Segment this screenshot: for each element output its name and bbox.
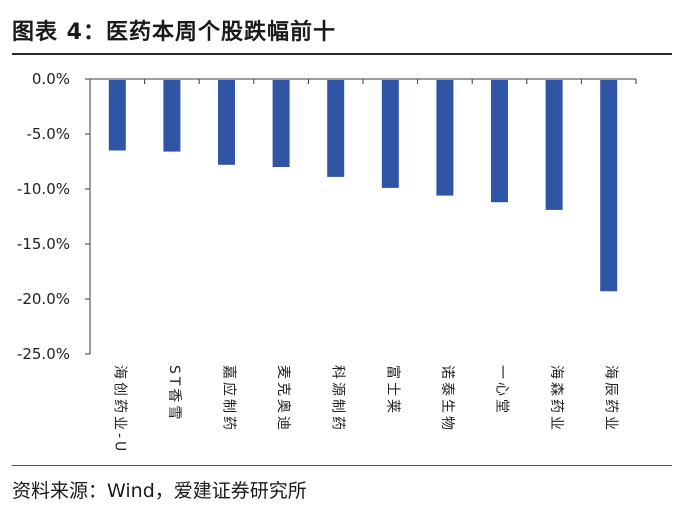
bar-9	[545, 80, 563, 210]
y-tick-label: -10.0%	[17, 180, 70, 198]
x-axis-labels: 海创药业-U ST香雪 嘉应制药 麦克奥迪 科源制药 富士莱 诺泰生物 一心堂 海森药业 海辰药业	[111, 365, 618, 454]
x-tick-label: 麦克奥迪	[275, 365, 292, 433]
bar-4	[272, 80, 290, 167]
source-note: 资料来源：Wind，爱建证券研究所	[12, 480, 307, 502]
y-tick-label: 0.0%	[32, 70, 70, 88]
x-tick-label: 海森药业	[548, 365, 564, 433]
x-tick-label: 诺泰生物	[439, 365, 455, 433]
title-divider	[12, 53, 672, 55]
bar-chart: 0.0% -5.0% -10.0% -15.0% -20.0% -25.0% 海创药业-U…	[17, 70, 637, 454]
chart-axes	[85, 78, 637, 355]
bar-5	[327, 80, 345, 177]
x-tick-label: 海辰药业	[603, 365, 619, 433]
y-tick-label: -25.0%	[17, 345, 70, 363]
x-tick-label: 海创药业-U	[111, 365, 127, 454]
bar-6	[381, 80, 399, 188]
bar-1	[108, 80, 126, 151]
bar-2	[163, 80, 181, 152]
x-tick-label: 一心堂	[494, 365, 510, 416]
x-tick-label: 嘉应制药	[221, 365, 238, 433]
bar-3	[218, 80, 235, 165]
bar-7	[436, 80, 454, 196]
x-tick-label: 富士莱	[384, 365, 401, 416]
y-axis-labels: 0.0% -5.0% -10.0% -15.0% -20.0% -25.0%	[17, 70, 70, 363]
y-tick-label: -20.0%	[17, 290, 70, 308]
y-tick-label: -15.0%	[17, 235, 70, 253]
x-tick-label: ST香雪	[166, 365, 182, 422]
y-tick-label: -5.0%	[26, 125, 70, 143]
chart-bars	[108, 80, 618, 292]
bar-8	[491, 80, 508, 203]
footer-divider	[12, 465, 672, 466]
x-tick-label: 科源制药	[330, 365, 346, 433]
bar-10	[600, 80, 618, 292]
chart-title: 图表 4：医药本周个股跌幅前十	[12, 20, 336, 45]
